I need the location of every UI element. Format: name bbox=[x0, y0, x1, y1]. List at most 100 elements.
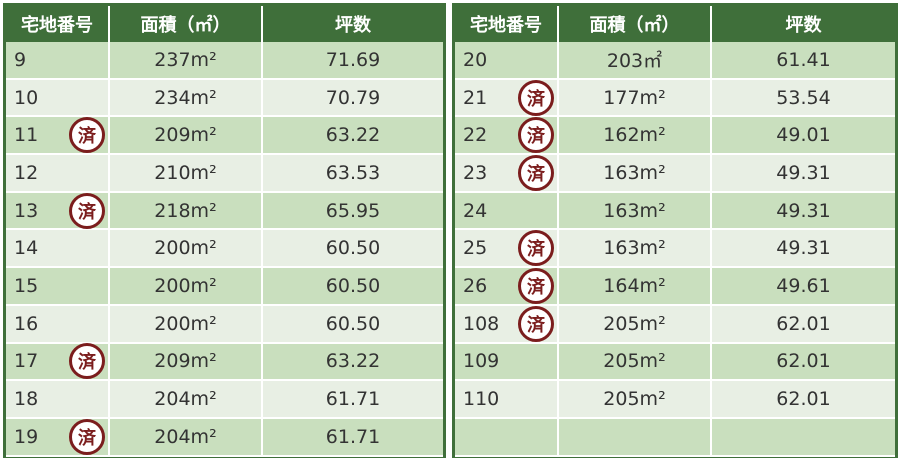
table-row: 13 済 218m² 65.95 bbox=[6, 192, 443, 231]
lot-number: 20 bbox=[463, 48, 488, 71]
lot-number: 24 bbox=[463, 199, 488, 222]
lot-number-cell: 11 済 bbox=[6, 117, 110, 154]
lot-number: 11 bbox=[14, 124, 39, 147]
header-lot-number: 宅地番号 bbox=[6, 6, 110, 42]
tsubo-cell: 60.50 bbox=[325, 274, 381, 297]
table-row: 12 210m² 63.53 bbox=[6, 155, 443, 193]
lot-number-cell: 20 bbox=[455, 42, 559, 78]
lot-number-cell bbox=[455, 418, 559, 455]
table-row: 25 済 163m² 49.31 bbox=[455, 230, 895, 269]
area-cell: 209m² bbox=[110, 343, 263, 380]
table-row: 19 済 204m² 61.71 bbox=[6, 418, 443, 457]
tsubo-cell: 60.50 bbox=[325, 237, 381, 260]
lot-number-cell: 19 済 bbox=[6, 418, 110, 455]
tsubo-cell: 61.71 bbox=[325, 425, 381, 448]
tsubo-cell: 49.31 bbox=[776, 199, 831, 222]
sold-stamp: 済 bbox=[69, 117, 105, 154]
area-cell: 163m² bbox=[559, 155, 712, 191]
lot-number: 13 bbox=[14, 199, 39, 222]
table-row: 22 済 162m² 49.01 bbox=[455, 117, 895, 156]
lot-number-cell: 17 済 bbox=[6, 343, 110, 380]
lot-number: 9 bbox=[14, 48, 27, 71]
sold-stamp: 済 bbox=[518, 154, 554, 191]
table-row: 108 済 205m² 62.01 bbox=[455, 305, 895, 344]
tsubo-cell: 71.69 bbox=[325, 48, 381, 71]
area-cell: 218m² bbox=[110, 192, 263, 229]
tsubo-cell: 63.22 bbox=[325, 124, 381, 147]
tsubo-cell: 49.31 bbox=[776, 161, 831, 184]
tsubo-cell: 61.41 bbox=[776, 48, 831, 71]
lot-number-cell: 21 済 bbox=[455, 79, 559, 116]
lot-number-cell: 18 bbox=[6, 381, 110, 417]
lot-number: 18 bbox=[14, 388, 39, 411]
table-row: 20 203㎡ 61.41 bbox=[455, 42, 895, 80]
table-row: 16 200m² 60.50 bbox=[6, 305, 443, 344]
table-body: 20 203㎡ 61.41 21 済 177m² 53.54 22 済 162m² 49.01 23 済… bbox=[455, 42, 895, 457]
tsubo-cell: 60.50 bbox=[325, 312, 381, 335]
lot-number: 108 bbox=[463, 312, 500, 335]
tsubo-cell: 49.31 bbox=[776, 237, 831, 260]
table-row: 11 済 209m² 63.22 bbox=[6, 117, 443, 156]
area-cell: 205m² bbox=[559, 381, 712, 417]
area-cell: 205m² bbox=[559, 343, 712, 380]
header-area: 面積（㎡） bbox=[559, 6, 712, 42]
lot-number-cell: 24 bbox=[455, 192, 559, 229]
tsubo-cell: 61.71 bbox=[325, 388, 381, 411]
tsubo-cell: 49.61 bbox=[776, 274, 831, 297]
tsubo-cell: 62.01 bbox=[776, 312, 831, 335]
lot-number: 15 bbox=[14, 274, 39, 297]
table-header: 宅地番号 面積（㎡） 坪数 bbox=[455, 6, 895, 42]
lot-number: 22 bbox=[463, 124, 488, 147]
area-cell: 177m² bbox=[559, 79, 712, 116]
lot-number: 16 bbox=[14, 312, 39, 335]
tsubo-cell: 63.22 bbox=[325, 350, 381, 373]
sold-stamp: 済 bbox=[69, 418, 105, 455]
lot-number-cell: 16 bbox=[6, 305, 110, 342]
table-row: 10 234m² 70.79 bbox=[6, 79, 443, 118]
table-row: 14 200m² 60.50 bbox=[6, 230, 443, 269]
tsubo-cell: 62.01 bbox=[776, 350, 831, 373]
area-cell: 204m² bbox=[110, 381, 263, 417]
header-tsubo: 坪数 bbox=[335, 15, 371, 36]
table-row: 23 済 163m² 49.31 bbox=[455, 154, 895, 193]
sold-stamp: 済 bbox=[518, 305, 554, 342]
lot-number-cell: 13 済 bbox=[6, 192, 110, 229]
lot-number: 19 bbox=[14, 425, 39, 448]
table-row: 26 済 164m² 49.61 bbox=[455, 267, 895, 306]
table-row: 24 163m² 49.31 bbox=[455, 192, 895, 231]
tsubo-cell: 53.54 bbox=[776, 86, 831, 109]
area-cell: 200m² bbox=[110, 305, 263, 342]
lot-number: 12 bbox=[14, 161, 39, 184]
table-row bbox=[455, 418, 895, 457]
area-cell: 209m² bbox=[110, 117, 263, 154]
table-row: 18 204m² 61.71 bbox=[6, 381, 443, 419]
sold-stamp: 済 bbox=[518, 117, 554, 154]
lot-number-cell: 10 bbox=[6, 79, 110, 116]
tsubo-cell bbox=[712, 419, 895, 455]
sold-stamp: 済 bbox=[69, 343, 105, 380]
left-lot-table: 宅地番号 面積（㎡） 坪数 9 237m² 71.69 10 234m² 70.79 11 済… bbox=[3, 3, 446, 458]
tsubo-cell: 62.01 bbox=[776, 388, 831, 411]
sold-stamp: 済 bbox=[69, 192, 105, 229]
tsubo-cell: 63.53 bbox=[325, 161, 381, 184]
lot-number: 109 bbox=[463, 350, 500, 373]
table-body: 9 237m² 71.69 10 234m² 70.79 11 済 209m² 63.22 12 21… bbox=[6, 42, 443, 457]
area-cell: 162m² bbox=[559, 117, 712, 154]
area-cell: 164m² bbox=[559, 268, 712, 304]
area-cell: 163m² bbox=[559, 230, 712, 267]
tsubo-cell: 49.01 bbox=[776, 124, 831, 147]
table-row: 21 済 177m² 53.54 bbox=[455, 79, 895, 118]
table-header: 宅地番号 面積（㎡） 坪数 bbox=[6, 6, 443, 42]
lot-number-cell: 14 bbox=[6, 230, 110, 267]
lot-number: 26 bbox=[463, 274, 488, 297]
lot-number-cell: 9 bbox=[6, 42, 110, 78]
sold-stamp: 済 bbox=[518, 267, 554, 304]
lot-number-cell: 23 済 bbox=[455, 154, 559, 191]
right-lot-table: 宅地番号 面積（㎡） 坪数 20 203㎡ 61.41 21 済 177m² 53.54 22… bbox=[452, 3, 898, 458]
lot-number: 23 bbox=[463, 161, 488, 184]
area-cell: 163m² bbox=[559, 192, 712, 229]
lot-number: 17 bbox=[14, 350, 39, 373]
tsubo-cell: 65.95 bbox=[325, 199, 381, 222]
lot-number-cell: 15 bbox=[6, 268, 110, 304]
header-tsubo: 坪数 bbox=[785, 15, 822, 36]
